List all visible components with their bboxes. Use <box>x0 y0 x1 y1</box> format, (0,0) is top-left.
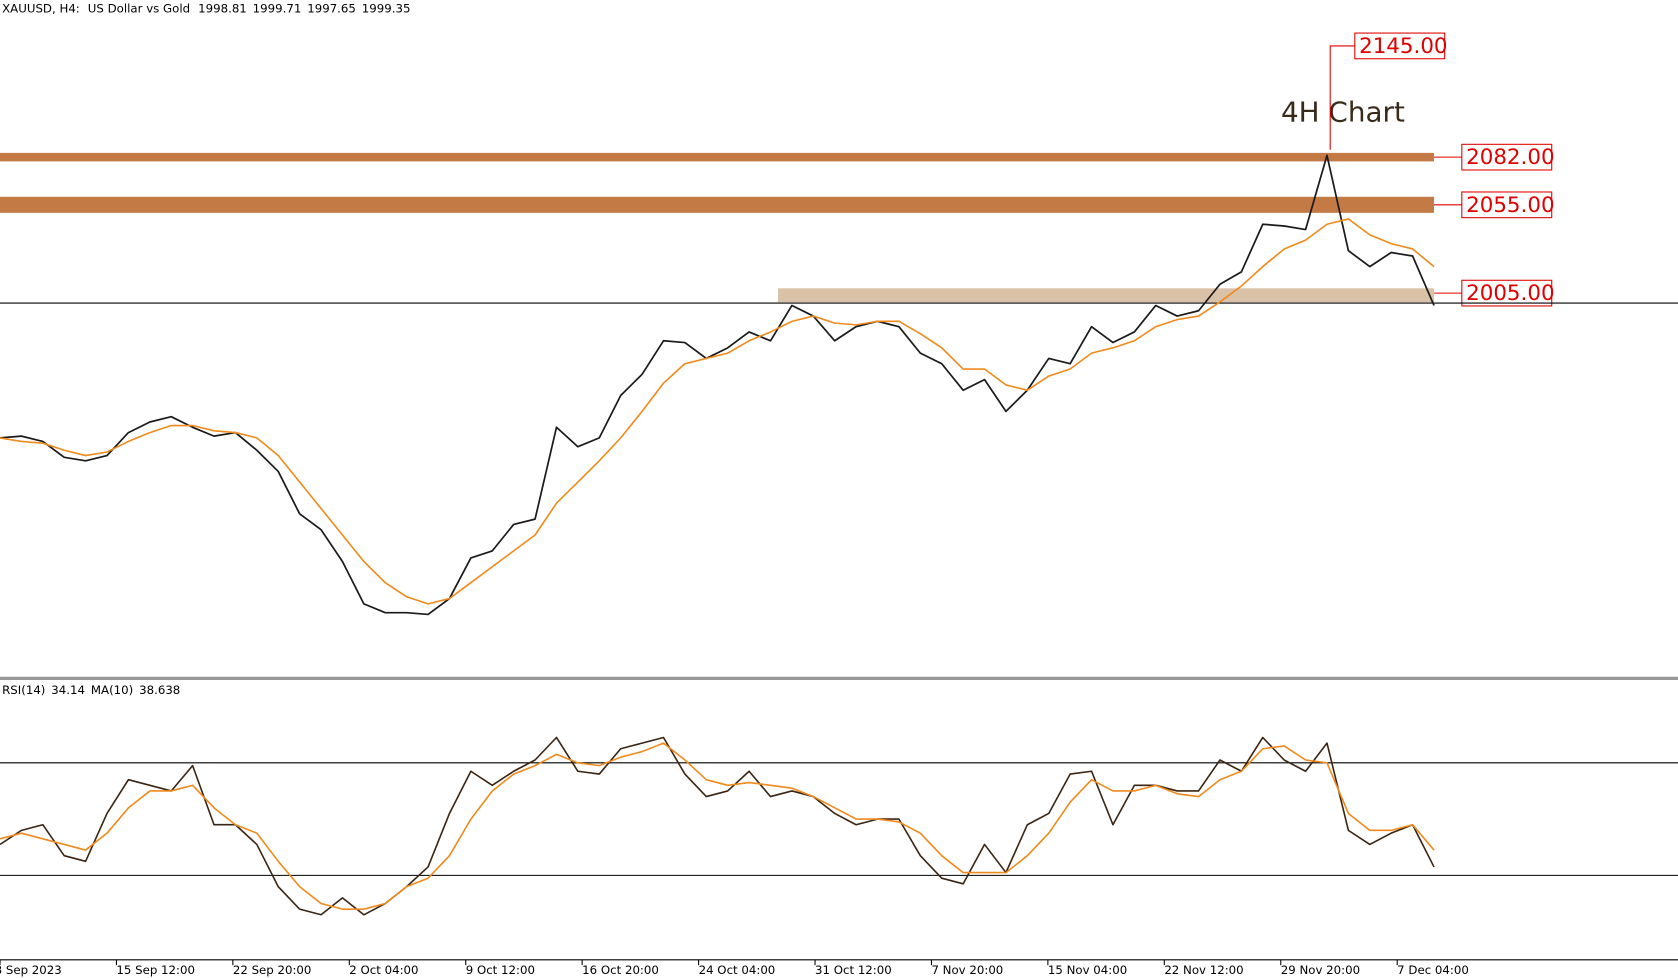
level-label-box <box>1461 191 1553 219</box>
x-tick-label: 24 Oct 04:00 <box>699 963 776 977</box>
x-tick-label: 22 Sep 20:00 <box>233 963 312 977</box>
rsi-line <box>0 736 1435 916</box>
rsi-header: RSI(14) 34.14 MA(10) 38.638 <box>2 683 180 697</box>
x-tick-label: 31 Oct 12:00 <box>815 963 892 977</box>
x-tick-label: 16 Oct 20:00 <box>582 963 659 977</box>
x-tick-label: 7 Dec 04:00 <box>1397 963 1469 977</box>
x-tick-label: 2 Oct 04:00 <box>349 963 418 977</box>
level-zone <box>0 196 1435 213</box>
rsi-label: RSI(14) <box>2 683 45 697</box>
x-tick-label: 7 Nov 20:00 <box>931 963 1003 977</box>
x-tick-label: 9 Oct 12:00 <box>466 963 535 977</box>
level-connector <box>1329 45 1355 150</box>
description: US Dollar vs Gold <box>88 1 190 15</box>
symbol: XAUUSD, H4: <box>2 1 80 15</box>
x-tick-label: 8 Sep 2023 <box>0 963 62 977</box>
level-zone <box>778 288 1435 303</box>
level-label: 2005.00 <box>1466 281 1554 306</box>
level-label-box <box>1461 143 1553 171</box>
price-line <box>0 154 1435 616</box>
ma-label: MA(10) <box>91 683 133 697</box>
low: 1997.65 <box>307 1 356 15</box>
level-label-box <box>1354 32 1446 60</box>
level-label-box <box>1461 279 1553 307</box>
ma-line <box>0 218 1435 605</box>
x-tick-label: 29 Nov 20:00 <box>1281 963 1360 977</box>
close: 1999.35 <box>362 1 411 15</box>
level-label: 2055.00 <box>1466 193 1554 218</box>
rsi-value: 34.14 <box>51 683 85 697</box>
high: 1999.71 <box>253 1 302 15</box>
x-tick-label: 15 Nov 04:00 <box>1048 963 1127 977</box>
x-tick-label: 15 Sep 12:00 <box>116 963 195 977</box>
level-label: 2082.00 <box>1466 145 1554 170</box>
chart-title: 4H Chart <box>1281 95 1405 128</box>
ma-value: 38.638 <box>139 683 180 697</box>
open: 1998.81 <box>198 1 247 15</box>
level-label: 2145.00 <box>1359 34 1447 59</box>
level-zone <box>0 152 1435 162</box>
x-tick-label: 22 Nov 12:00 <box>1164 963 1243 977</box>
header: XAUUSD, H4: US Dollar vs Gold 1998.81 19… <box>2 1 410 15</box>
rsi-ma-line <box>0 742 1435 910</box>
